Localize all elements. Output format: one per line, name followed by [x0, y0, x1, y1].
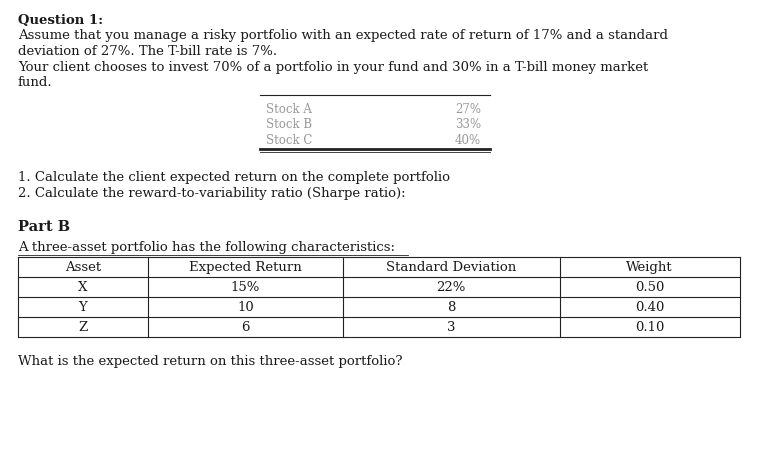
Text: 1. Calculate the client expected return on the complete portfolio: 1. Calculate the client expected return … — [18, 171, 450, 184]
Text: Y: Y — [79, 300, 87, 314]
Text: Expected Return: Expected Return — [189, 261, 302, 273]
Text: A three-asset portfolio has the following characteristics:: A three-asset portfolio has the followin… — [18, 240, 395, 254]
Text: Standard Deviation: Standard Deviation — [386, 261, 516, 273]
Text: Your client chooses to invest 70% of a portfolio in your fund and 30% in a T-bil: Your client chooses to invest 70% of a p… — [18, 61, 648, 73]
Text: 8: 8 — [447, 300, 456, 314]
Text: 0.40: 0.40 — [635, 300, 665, 314]
Text: 15%: 15% — [231, 280, 260, 294]
Text: 6: 6 — [241, 321, 250, 333]
Text: 40%: 40% — [455, 133, 481, 147]
Text: 10: 10 — [237, 300, 254, 314]
Text: fund.: fund. — [18, 76, 53, 89]
Text: Part B: Part B — [18, 220, 70, 234]
Text: Question 1:: Question 1: — [18, 14, 103, 27]
Text: 3: 3 — [447, 321, 456, 333]
Text: 27%: 27% — [455, 103, 481, 115]
Text: Stock C: Stock C — [266, 133, 313, 147]
Text: Asset: Asset — [65, 261, 101, 273]
Text: deviation of 27%. The T-bill rate is 7%.: deviation of 27%. The T-bill rate is 7%. — [18, 45, 277, 58]
Text: Z: Z — [79, 321, 88, 333]
Text: Stock B: Stock B — [266, 118, 312, 131]
Text: Weight: Weight — [627, 261, 673, 273]
Text: 0.10: 0.10 — [635, 321, 665, 333]
Text: Assume that you manage a risky portfolio with an expected rate of return of 17% : Assume that you manage a risky portfolio… — [18, 29, 668, 43]
Text: Stock A: Stock A — [266, 103, 312, 115]
Text: X: X — [78, 280, 88, 294]
Text: What is the expected return on this three-asset portfolio?: What is the expected return on this thre… — [18, 355, 403, 368]
Text: 22%: 22% — [437, 280, 466, 294]
Text: 2. Calculate the reward-to-variability ratio (Sharpe ratio):: 2. Calculate the reward-to-variability r… — [18, 186, 406, 200]
Text: 33%: 33% — [455, 118, 481, 131]
Text: 0.50: 0.50 — [635, 280, 665, 294]
